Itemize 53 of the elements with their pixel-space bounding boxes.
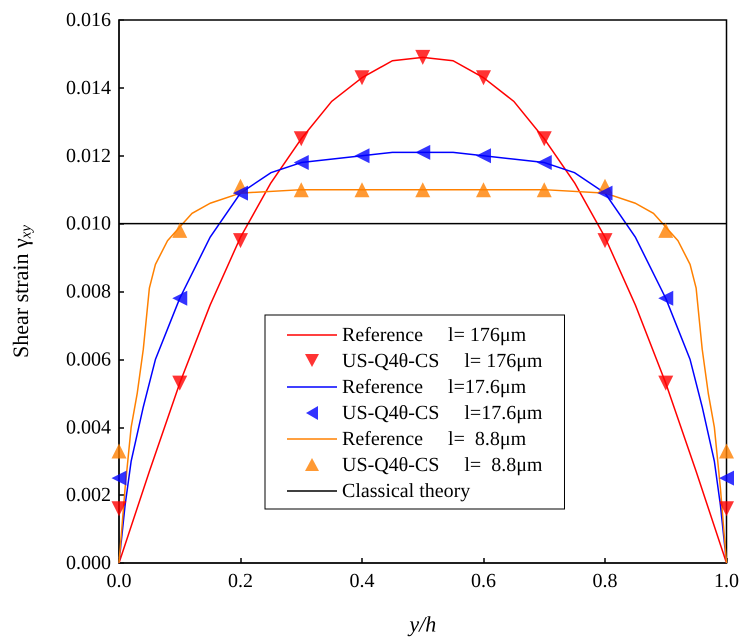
point <box>536 155 552 170</box>
point <box>354 70 370 86</box>
point <box>233 233 248 248</box>
point <box>112 501 126 516</box>
point <box>294 182 309 198</box>
x-tick-label: 0.4 <box>350 570 374 592</box>
point <box>476 182 491 198</box>
y-tick-label: 0.002 <box>66 484 111 506</box>
point <box>658 222 674 238</box>
point <box>536 182 552 198</box>
point <box>112 444 126 459</box>
y-tick-label: 0.010 <box>66 212 111 235</box>
legend-label: Classical theory <box>342 480 470 502</box>
y-tick-label: 0.006 <box>66 348 111 370</box>
point <box>719 444 734 459</box>
y-tick-label: 0.008 <box>66 280 111 302</box>
point <box>172 376 188 391</box>
point <box>294 131 309 146</box>
legend-label: US-Q4θ-CS l= 8.8μm <box>342 454 543 476</box>
point <box>172 290 188 306</box>
x-tick-label: 0.6 <box>471 570 496 592</box>
y-tick-label: 0.016 <box>66 9 111 31</box>
point <box>598 233 612 248</box>
point <box>719 470 734 486</box>
point <box>354 148 370 164</box>
point <box>658 376 674 391</box>
point <box>598 186 612 201</box>
point <box>658 290 674 306</box>
legend-label: Reference l= 8.8μm <box>342 428 527 450</box>
point <box>233 186 248 201</box>
x-axis-title: y/h <box>407 612 436 636</box>
x-tick-label: 0.8 <box>592 570 618 592</box>
legend-label: US-Q4θ-CS l= 176μm <box>342 350 543 372</box>
point <box>172 222 188 238</box>
point <box>415 182 430 198</box>
legend-label: US-Q4θ-CS l=17.6μm <box>342 402 543 424</box>
point <box>415 50 430 65</box>
point <box>112 470 126 486</box>
legend-label: Reference l= 176μm <box>342 324 527 346</box>
point <box>294 155 309 170</box>
x-tick-label: 0.2 <box>228 570 253 592</box>
point <box>415 144 430 160</box>
point <box>476 148 491 164</box>
point <box>476 70 491 86</box>
y-axis-title: Shear strain γxy <box>8 224 34 358</box>
y-tick-label: 0.004 <box>66 416 111 438</box>
legend-label: Reference l=17.6μm <box>342 376 527 398</box>
point <box>536 131 552 146</box>
point <box>719 501 734 516</box>
point <box>354 182 370 198</box>
x-tick-label: 1.0 <box>714 570 739 592</box>
y-tick-label: 0.012 <box>66 144 111 167</box>
y-tick-label: 0.014 <box>66 76 111 99</box>
